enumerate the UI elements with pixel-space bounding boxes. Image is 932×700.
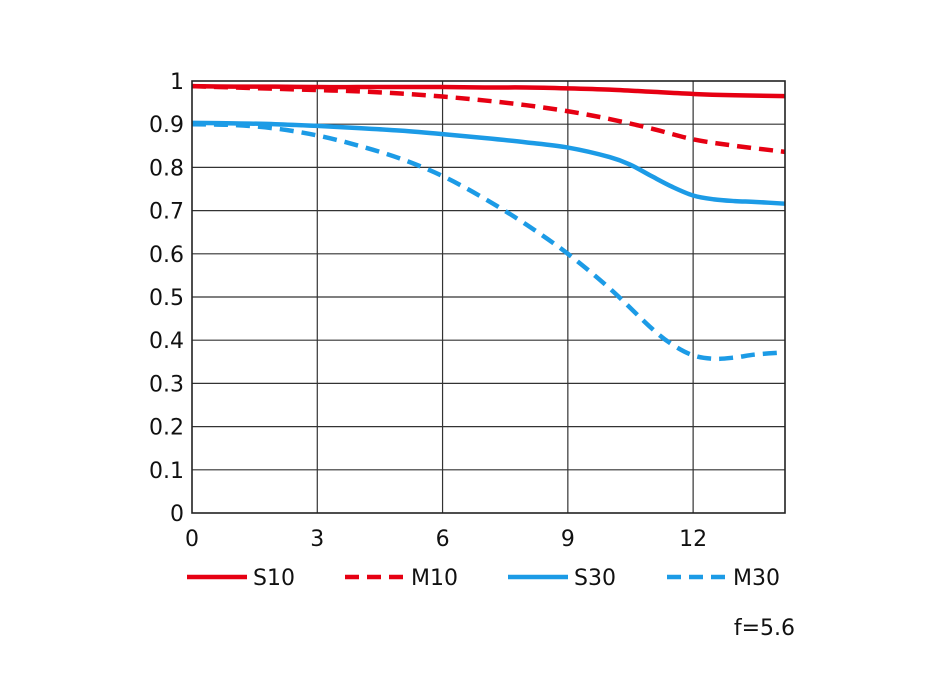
grid-layer <box>192 81 785 513</box>
series-layer <box>191 83 786 362</box>
y-tick-label: 0.2 <box>149 416 184 441</box>
x-tick-label: 12 <box>679 527 707 552</box>
y-tick-label: 0.5 <box>149 286 184 311</box>
series-line-m30 <box>191 121 786 362</box>
y-tick-label: 0.6 <box>149 243 184 268</box>
legend-label-s30: S30 <box>574 566 616 591</box>
series-line-m10 <box>191 83 786 155</box>
legend: S10 M10 S30 M30 <box>187 566 780 591</box>
legend-label-m10: M10 <box>411 566 458 591</box>
y-tick-label: 1 <box>170 70 184 95</box>
y-tick-label: 0.4 <box>149 329 184 354</box>
x-tick-label: 3 <box>310 527 324 552</box>
x-tick-label: 0 <box>185 527 199 552</box>
y-tick-label: 0.8 <box>149 156 184 181</box>
y-tick-label: 0.9 <box>149 113 184 138</box>
y-tick-label: 0.1 <box>149 459 184 484</box>
legend-label-s10: S10 <box>253 566 295 591</box>
series-line-s10 <box>191 83 786 99</box>
y-tick-label: 0 <box>170 502 184 527</box>
legend-label-m30: M30 <box>733 566 780 591</box>
y-tick-label: 0.7 <box>149 200 184 225</box>
plot-frame <box>191 80 786 514</box>
series-line-s30 <box>191 120 786 206</box>
y-axis-tick-labels: 0 0.1 0.2 0.3 0.4 0.5 0.6 0.7 0.8 0.9 1 <box>149 70 184 527</box>
aperture-annotation: f=5.6 <box>734 616 795 641</box>
x-axis-tick-labels: 0 3 6 9 12 <box>185 527 707 552</box>
x-tick-label: 9 <box>561 527 575 552</box>
y-tick-label: 0.3 <box>149 372 184 397</box>
x-tick-label: 6 <box>436 527 450 552</box>
